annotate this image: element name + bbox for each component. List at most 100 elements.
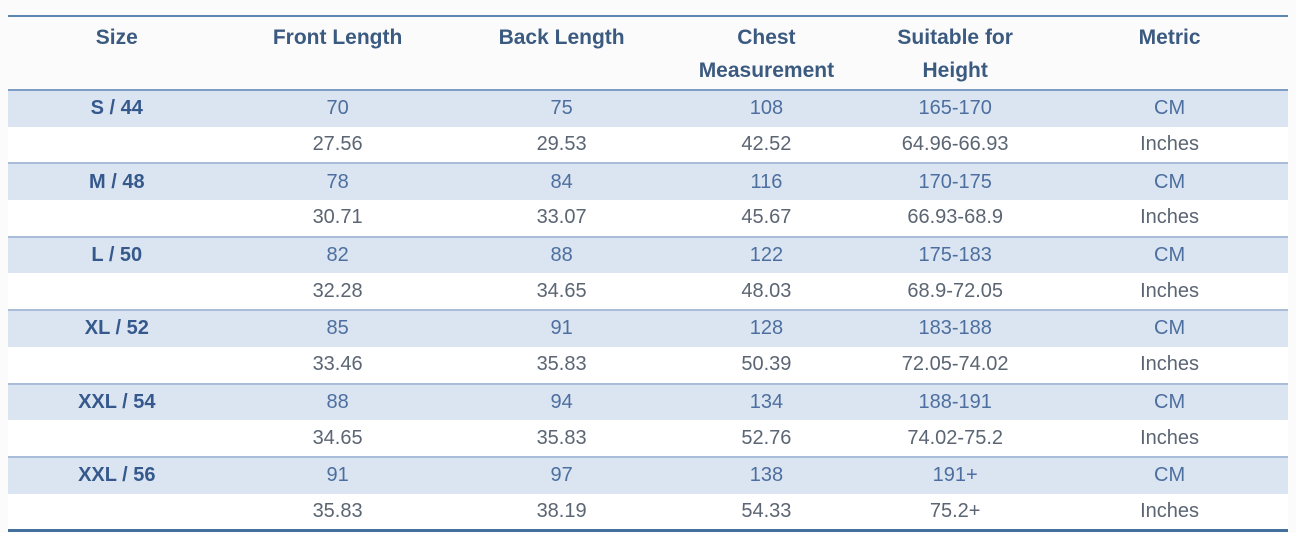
cell-chest: 138 bbox=[673, 455, 860, 494]
cell-front-length: 70 bbox=[225, 89, 450, 127]
column-header-size-line1: Size bbox=[95, 26, 138, 49]
column-header-suitable-line1: Suitable for bbox=[897, 26, 1013, 49]
cell-size: M / 48 bbox=[8, 162, 226, 201]
cell-metric: Inches bbox=[1051, 273, 1288, 311]
cell-front-length: 30.71 bbox=[225, 200, 450, 237]
cell-height: 183-188 bbox=[859, 309, 1052, 347]
cell-metric: CM bbox=[1051, 309, 1288, 347]
cell-back-length: 94 bbox=[449, 382, 674, 421]
cell-size bbox=[8, 420, 226, 457]
cell-front-length: 91 bbox=[225, 455, 450, 494]
table-row-xxl54-cm: XXL / 54 88 94 134 188-191 CM bbox=[8, 382, 1288, 421]
table-row-m48-cm: M / 48 78 84 116 170-175 CM bbox=[8, 162, 1288, 201]
cell-chest: 45.67 bbox=[673, 200, 860, 237]
column-header-back-length: Back Length bbox=[450, 16, 674, 90]
cell-height: 68.9-72.05 bbox=[859, 273, 1052, 311]
cell-metric: CM bbox=[1051, 382, 1288, 421]
column-header-front-length-line1: Front Length bbox=[272, 26, 403, 49]
cell-back-length: 88 bbox=[449, 235, 674, 274]
cell-back-length: 38.19 bbox=[449, 493, 674, 531]
cell-back-length: 33.07 bbox=[449, 200, 674, 237]
cell-size bbox=[8, 126, 226, 164]
cell-chest: 116 bbox=[673, 162, 860, 201]
cell-size: XL / 52 bbox=[8, 309, 226, 347]
cell-height: 75.2+ bbox=[859, 493, 1052, 531]
cell-back-length: 75 bbox=[449, 89, 674, 127]
cell-metric: CM bbox=[1051, 235, 1288, 274]
table-row-xxl56-inches: 35.83 38.19 54.33 75.2+ Inches bbox=[8, 493, 1288, 531]
cell-chest: 128 bbox=[673, 309, 860, 347]
cell-size bbox=[8, 200, 226, 237]
cell-back-length: 29.53 bbox=[449, 126, 674, 164]
cell-front-length: 32.28 bbox=[225, 273, 450, 311]
column-header-back-length-line1: Back Length bbox=[498, 26, 625, 49]
cell-size: S / 44 bbox=[8, 89, 226, 127]
table-row-s44-inches: 27.56 29.53 42.52 64.96-66.93 Inches bbox=[8, 126, 1288, 164]
cell-back-length: 35.83 bbox=[449, 346, 674, 384]
cell-back-length: 84 bbox=[449, 162, 674, 201]
cell-back-length: 34.65 bbox=[449, 273, 674, 311]
cell-chest: 52.76 bbox=[673, 420, 860, 457]
column-header-size: Size bbox=[8, 16, 226, 90]
cell-chest: 42.52 bbox=[673, 126, 860, 164]
cell-front-length: 78 bbox=[225, 162, 450, 201]
column-header-chest-measurement: Chest Measurement bbox=[674, 16, 860, 90]
size-chart-table: Size Front Length Back Length Chest Measu… bbox=[8, 15, 1288, 533]
column-header-metric-line1: Metric bbox=[1138, 26, 1201, 49]
table-row-l50-inches: 32.28 34.65 48.03 68.9-72.05 Inches bbox=[8, 273, 1288, 311]
cell-height: 74.02-75.2 bbox=[859, 420, 1052, 457]
column-header-chest-line1: Chest bbox=[737, 26, 796, 49]
cell-chest: 108 bbox=[673, 89, 860, 127]
cell-height: 191+ bbox=[859, 455, 1052, 494]
cell-height: 64.96-66.93 bbox=[859, 126, 1052, 164]
cell-size: L / 50 bbox=[8, 235, 226, 274]
column-header-suitable-line2: Height bbox=[922, 58, 988, 82]
cell-metric: Inches bbox=[1051, 346, 1288, 384]
table-row-xl52-cm: XL / 52 85 91 128 183-188 CM bbox=[8, 309, 1288, 347]
cell-front-length: 35.83 bbox=[225, 493, 450, 531]
cell-chest: 48.03 bbox=[673, 273, 860, 311]
cell-metric: Inches bbox=[1051, 126, 1288, 164]
cell-front-length: 82 bbox=[225, 235, 450, 274]
column-header-chest-line2: Measurement bbox=[698, 58, 835, 82]
cell-size: XXL / 54 bbox=[8, 382, 226, 421]
table-header-row: Size Front Length Back Length Chest Measu… bbox=[8, 16, 1288, 90]
cell-front-length: 27.56 bbox=[225, 126, 450, 164]
cell-front-length: 34.65 bbox=[225, 420, 450, 457]
cell-front-length: 85 bbox=[225, 309, 450, 347]
column-header-suitable-height: Suitable for Height bbox=[859, 16, 1051, 90]
cell-metric: CM bbox=[1051, 162, 1288, 201]
cell-metric: CM bbox=[1051, 89, 1288, 127]
cell-back-length: 91 bbox=[449, 309, 674, 347]
cell-chest: 54.33 bbox=[673, 493, 860, 531]
cell-back-length: 35.83 bbox=[449, 420, 674, 457]
cell-size bbox=[8, 273, 226, 311]
cell-chest: 134 bbox=[673, 382, 860, 421]
table-row-xxl54-inches: 34.65 35.83 52.76 74.02-75.2 Inches bbox=[8, 420, 1288, 457]
cell-size bbox=[8, 346, 226, 384]
cell-metric: Inches bbox=[1051, 420, 1288, 457]
cell-metric: Inches bbox=[1051, 493, 1288, 531]
cell-size: XXL / 56 bbox=[8, 455, 226, 494]
cell-height: 66.93-68.9 bbox=[859, 200, 1052, 237]
cell-height: 72.05-74.02 bbox=[859, 346, 1052, 384]
table-row-l50-cm: L / 50 82 88 122 175-183 CM bbox=[8, 235, 1288, 274]
cell-height: 170-175 bbox=[859, 162, 1052, 201]
column-header-metric: Metric bbox=[1051, 16, 1288, 90]
cell-metric: CM bbox=[1051, 455, 1288, 494]
column-header-front-length: Front Length bbox=[226, 16, 450, 90]
cell-size bbox=[8, 493, 226, 531]
cell-height: 188-191 bbox=[859, 382, 1052, 421]
table-row-s44-cm: S / 44 70 75 108 165-170 CM bbox=[8, 89, 1288, 127]
cell-metric: Inches bbox=[1051, 200, 1288, 237]
table-row-xl52-inches: 33.46 35.83 50.39 72.05-74.02 Inches bbox=[8, 346, 1288, 384]
cell-front-length: 33.46 bbox=[225, 346, 450, 384]
cell-back-length: 97 bbox=[449, 455, 674, 494]
cell-front-length: 88 bbox=[225, 382, 450, 421]
cell-height: 165-170 bbox=[859, 89, 1052, 127]
table-row-xxl56-cm: XXL / 56 91 97 138 191+ CM bbox=[8, 455, 1288, 494]
cell-chest: 50.39 bbox=[673, 346, 860, 384]
cell-chest: 122 bbox=[673, 235, 860, 274]
cell-height: 175-183 bbox=[859, 235, 1052, 274]
table-row-m48-inches: 30.71 33.07 45.67 66.93-68.9 Inches bbox=[8, 200, 1288, 237]
